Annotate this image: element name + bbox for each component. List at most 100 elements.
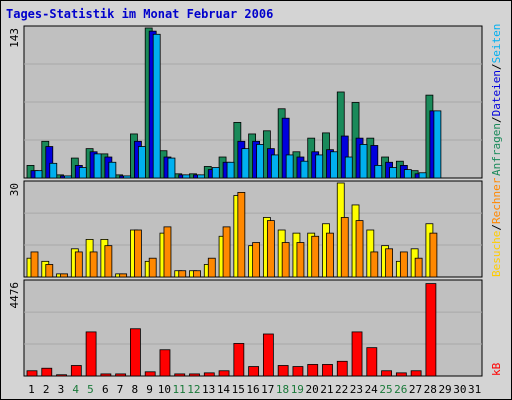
x-label-day-25: 25 xyxy=(379,383,392,396)
x-label-day-20: 20 xyxy=(305,383,318,396)
bar-top-anfragen-day-22 xyxy=(336,91,345,179)
right-label-top: Anfragen/Dateien/Seiten xyxy=(490,24,503,176)
bar-middle-rechner-day-28 xyxy=(429,232,438,278)
x-label-day-31: 31 xyxy=(468,383,481,396)
x-label-day-28: 28 xyxy=(424,383,437,396)
bar-bottom-kb-day-10 xyxy=(159,349,171,377)
bar-bottom-kb-day-16 xyxy=(248,366,260,377)
x-label-day-7: 7 xyxy=(117,383,124,396)
bar-bottom-kb-day-19 xyxy=(292,366,304,377)
y-max-label-middle: 30 xyxy=(8,183,21,196)
bar-middle-rechner-day-2 xyxy=(45,264,54,278)
bar-middle-rechner-day-25 xyxy=(385,248,393,278)
bar-top-seiten-day-24 xyxy=(374,165,383,179)
x-label-day-18: 18 xyxy=(276,383,289,396)
x-label-day-22: 22 xyxy=(335,383,348,396)
bar-bottom-kb-day-6 xyxy=(100,373,112,377)
bar-top-seiten-day-1 xyxy=(34,170,43,179)
bar-middle-rechner-day-13 xyxy=(207,257,216,278)
bar-middle-rechner-day-18 xyxy=(281,242,290,278)
x-label-day-1: 1 xyxy=(28,383,35,396)
bar-bottom-kb-day-13 xyxy=(203,372,215,377)
right-label-top-part-1: / xyxy=(490,116,503,123)
x-label-day-17: 17 xyxy=(261,383,274,396)
bar-bottom-kb-day-17 xyxy=(262,333,274,377)
bar-bottom-kb-day-28 xyxy=(425,283,437,377)
bar-top-seiten-day-13 xyxy=(211,167,220,179)
bar-top-seiten-day-22 xyxy=(344,156,353,179)
bar-middle-rechner-day-20 xyxy=(311,235,320,278)
bar-top-seiten-day-11 xyxy=(182,174,191,179)
bar-bottom-kb-day-26 xyxy=(395,372,407,377)
x-label-day-2: 2 xyxy=(43,383,50,396)
bar-top-seiten-day-12 xyxy=(197,174,205,179)
bar-middle-rechner-day-6 xyxy=(104,245,113,278)
bar-top-seiten-day-23 xyxy=(359,144,368,179)
bar-top-seiten-day-2 xyxy=(49,162,58,179)
bar-top-seiten-day-8 xyxy=(138,146,146,179)
panel-middle: 30 xyxy=(8,180,483,278)
bar-middle-rechner-day-10 xyxy=(163,226,172,278)
bar-bottom-kb-day-15 xyxy=(233,343,245,377)
bar-middle-rechner-day-11 xyxy=(178,270,187,278)
bar-middle-rechner-day-19 xyxy=(296,242,305,278)
bar-middle-rechner-day-5 xyxy=(89,251,98,278)
bar-bottom-kb-day-2 xyxy=(41,367,53,377)
bar-top-seiten-day-21 xyxy=(330,151,338,179)
bar-bottom-kb-day-21 xyxy=(322,364,333,377)
bar-top-seiten-day-28 xyxy=(433,110,442,179)
bar-middle-rechner-day-22 xyxy=(340,217,349,278)
x-label-day-15: 15 xyxy=(232,383,245,396)
x-label-day-11: 11 xyxy=(173,383,186,396)
bar-top-seiten-day-27 xyxy=(418,172,427,179)
y-max-label-bottom: 4476 xyxy=(8,282,21,309)
bar-bottom-kb-day-22 xyxy=(336,360,348,377)
bar-bottom-kb-day-8 xyxy=(130,328,141,377)
bar-top-seiten-day-19 xyxy=(300,160,309,179)
chart-title: Tages-Statistik im Monat Februar 2006 xyxy=(6,7,273,21)
right-label-middle-part-2: Rechner xyxy=(490,177,503,224)
right-label-bottom: kB xyxy=(490,362,503,376)
x-label-day-12: 12 xyxy=(187,383,200,396)
bar-bottom-kb-day-27 xyxy=(410,370,422,377)
right-label-top-part-0: Anfragen xyxy=(490,123,503,176)
x-label-day-21: 21 xyxy=(320,383,333,396)
panel-bottom: 4476 xyxy=(8,279,483,377)
bar-top-seiten-day-25 xyxy=(389,167,397,179)
bar-top-dateien-day-18 xyxy=(281,117,290,179)
bar-bottom-kb-day-5 xyxy=(85,331,97,377)
x-label-day-29: 29 xyxy=(438,383,451,396)
right-label-middle: Besuche/Rechner xyxy=(490,177,503,277)
bar-top-seiten-day-10 xyxy=(167,157,176,179)
bar-middle-rechner-day-14 xyxy=(222,226,231,278)
x-label-day-14: 14 xyxy=(217,383,231,396)
x-label-day-16: 16 xyxy=(246,383,259,396)
x-label-day-23: 23 xyxy=(350,383,363,396)
bar-top-dateien-day-2 xyxy=(45,146,54,179)
right-label-top-part-4: Seiten xyxy=(490,24,503,64)
bar-bottom-kb-day-25 xyxy=(381,370,392,377)
plot-area-bottom xyxy=(23,279,483,377)
x-label-day-4: 4 xyxy=(72,383,79,396)
bar-middle-rechner-day-15 xyxy=(237,191,246,278)
bar-bottom-kb-day-9 xyxy=(144,371,156,377)
bar-top-seiten-day-14 xyxy=(226,161,235,179)
bar-top-seiten-day-18 xyxy=(285,154,294,179)
bar-top-seiten-day-6 xyxy=(108,161,117,179)
bar-top-seiten-day-7 xyxy=(123,175,132,179)
bar-bottom-kb-day-12 xyxy=(189,373,200,377)
x-label-day-9: 9 xyxy=(146,383,153,396)
right-label-middle-part-1: / xyxy=(490,224,503,231)
x-label-day-3: 3 xyxy=(58,383,65,396)
bar-top-seiten-day-20 xyxy=(315,154,324,179)
bar-top-seiten-day-5 xyxy=(93,153,102,179)
x-label-day-27: 27 xyxy=(409,383,422,396)
bar-bottom-kb-day-4 xyxy=(70,365,82,377)
bar-middle-rechner-day-21 xyxy=(326,232,334,278)
bar-middle-rechner-day-7 xyxy=(119,273,128,278)
x-label-day-10: 10 xyxy=(158,383,171,396)
bar-middle-rechner-day-3 xyxy=(60,273,68,278)
bar-top-seiten-day-26 xyxy=(403,169,412,179)
bar-middle-rechner-day-24 xyxy=(370,251,379,278)
